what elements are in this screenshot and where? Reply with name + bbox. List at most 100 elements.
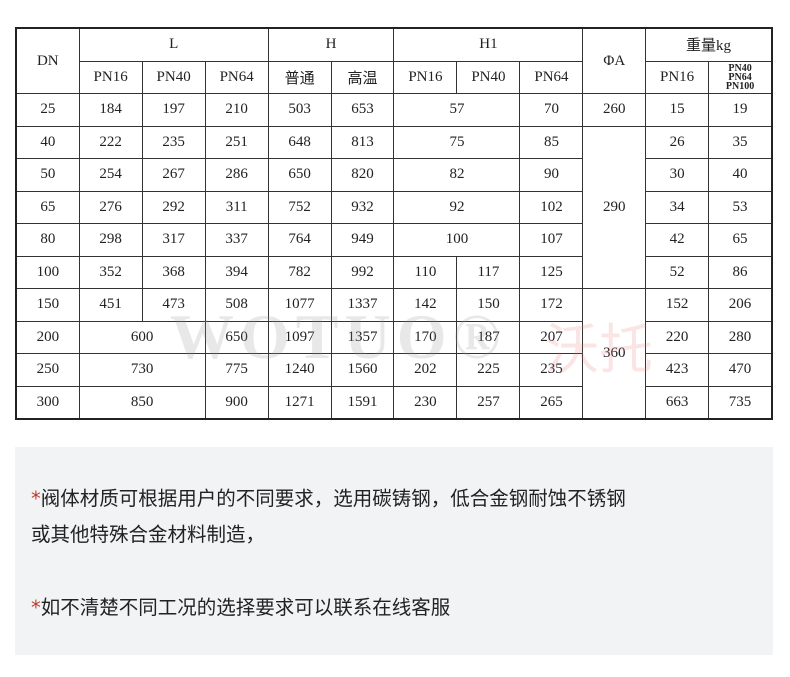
table-cell: 200 xyxy=(15,320,80,354)
table-cell: 50 xyxy=(15,158,80,192)
table-cell: 292 xyxy=(141,190,206,224)
table-cell: 202 xyxy=(393,353,458,387)
table-cell: 470 xyxy=(708,353,773,387)
table-cell: 235 xyxy=(519,353,584,387)
table-cell: 900 xyxy=(204,385,269,420)
header-l: L xyxy=(78,27,269,62)
table-cell: 52 xyxy=(645,255,710,289)
table-cell: 110 xyxy=(393,255,458,289)
table-cell: 1591 xyxy=(330,385,395,420)
table-cell: 40 xyxy=(708,158,773,192)
table-cell: 650 xyxy=(204,320,269,354)
table-cell: 142 xyxy=(393,288,458,322)
table-cell: 254 xyxy=(78,158,143,192)
header-dn: DN xyxy=(15,27,80,94)
table-cell: 265 xyxy=(519,385,584,420)
table-cell: 352 xyxy=(78,255,143,289)
table-cell: 82 xyxy=(393,158,521,192)
table-cell: 1357 xyxy=(330,320,395,354)
table-row: 80 298 317 337 764 949 100 107 42 65 xyxy=(15,223,773,257)
note-text: 阀体材质可根据用户的不同要求，选用碳铸钢，低合金钢耐蚀不锈钢 xyxy=(40,487,626,510)
table-cell: 317 xyxy=(141,223,206,257)
table-cell: 42 xyxy=(645,223,710,257)
table-cell: 992 xyxy=(330,255,395,289)
table-cell: 220 xyxy=(645,320,710,354)
subheader-cell: PN64 xyxy=(204,60,269,94)
table-cell: 300 xyxy=(15,385,80,420)
table-cell: 813 xyxy=(330,125,395,159)
table-cell: 775 xyxy=(204,353,269,387)
table-cell: 86 xyxy=(708,255,773,289)
table-cell: 600 xyxy=(78,320,206,354)
table-cell: 100 xyxy=(393,223,521,257)
table-cell: 508 xyxy=(204,288,269,322)
table-cell: 653 xyxy=(330,93,395,127)
table-cell: 235 xyxy=(141,125,206,159)
subheader-cell: PN64 xyxy=(519,60,584,94)
table-cell: 311 xyxy=(204,190,269,224)
table-cell: 337 xyxy=(204,223,269,257)
table-cell: 250 xyxy=(15,353,80,387)
table-cell: 15 xyxy=(645,93,710,127)
subheader-cell: PN16 xyxy=(393,60,458,94)
table-cell: 35 xyxy=(708,125,773,159)
subheader-cell: PN40 xyxy=(456,60,521,94)
subheader-cell: PN40 xyxy=(141,60,206,94)
table-cell: 298 xyxy=(78,223,143,257)
table-cell: 820 xyxy=(330,158,395,192)
subheader-cell: PN16 xyxy=(78,60,143,94)
table-cell: 286 xyxy=(204,158,269,192)
table-cell: 423 xyxy=(645,353,710,387)
table-cell: 360 xyxy=(582,288,647,420)
table-cell: 650 xyxy=(267,158,332,192)
table-cell: 26 xyxy=(645,125,710,159)
table-cell: 65 xyxy=(15,190,80,224)
subheader-cell: PN16 xyxy=(645,60,710,94)
subheader-cell: 高温 xyxy=(330,60,395,94)
table-cell: 70 xyxy=(519,93,584,127)
subheader-cell: 普通 xyxy=(267,60,332,94)
table-cell: 394 xyxy=(204,255,269,289)
table-cell: 100 xyxy=(15,255,80,289)
table-cell: 184 xyxy=(78,93,143,127)
table-row: 150 451 473 508 1077 1337 142 150 172 360 152 206 xyxy=(15,288,773,420)
table-cell: 764 xyxy=(267,223,332,257)
table-cell: 150 xyxy=(456,288,521,322)
subheader-cell: PN40 PN64 PN100 xyxy=(708,60,773,94)
header-h: H xyxy=(267,27,395,62)
table-cell: 125 xyxy=(519,255,584,289)
table-cell: 210 xyxy=(204,93,269,127)
table-cell: 1097 xyxy=(267,320,332,354)
header-weight: 重量kg xyxy=(645,27,773,62)
table-cell: 473 xyxy=(141,288,206,322)
table-cell: 663 xyxy=(645,385,710,420)
note-text: 如不清楚不同工况的选择要求可以联系在线客服 xyxy=(40,596,451,619)
table-cell: 34 xyxy=(645,190,710,224)
table-cell: 75 xyxy=(393,125,521,159)
table-row: 200 600 650 1097 1357 170 187 207 220 280 xyxy=(15,320,773,354)
table-cell: 90 xyxy=(519,158,584,192)
notes-panel: *阀体材质可根据用户的不同要求，选用碳铸钢，低合金钢耐蚀不锈钢 或其他特殊合金材… xyxy=(15,447,773,655)
table-cell: 260 xyxy=(582,93,647,127)
spec-table: DN L H H1 ΦA 重量kg PN16 PN40 PN64 普通 高温 PN16 PN… xyxy=(15,27,773,420)
table-cell: 1077 xyxy=(267,288,332,322)
table-cell: 276 xyxy=(78,190,143,224)
table-cell: 290 xyxy=(582,125,647,289)
table-row: 100 352 368 394 782 992 110 117 125 52 86 xyxy=(15,255,773,289)
table-cell: 206 xyxy=(708,288,773,322)
header-phia: ΦA xyxy=(582,27,647,94)
table-cell: 150 xyxy=(15,288,80,322)
table-cell: 257 xyxy=(456,385,521,420)
table-cell: 1337 xyxy=(330,288,395,322)
table-cell: 267 xyxy=(141,158,206,192)
table-row: 65 276 292 311 752 932 92 102 34 53 xyxy=(15,190,773,224)
note-2: *如不清楚不同工况的选择要求可以联系在线客服 xyxy=(31,590,450,626)
table-cell: 102 xyxy=(519,190,584,224)
table-row: 25 184 197 210 503 653 57 70 260 15 19 xyxy=(15,93,773,127)
table-cell: 949 xyxy=(330,223,395,257)
table-row: 300 850 900 1271 1591 230 257 265 663 735 xyxy=(15,385,773,420)
table-cell: 1271 xyxy=(267,385,332,420)
table-cell: 172 xyxy=(519,288,584,322)
table-cell: 170 xyxy=(393,320,458,354)
table-cell: 503 xyxy=(267,93,332,127)
